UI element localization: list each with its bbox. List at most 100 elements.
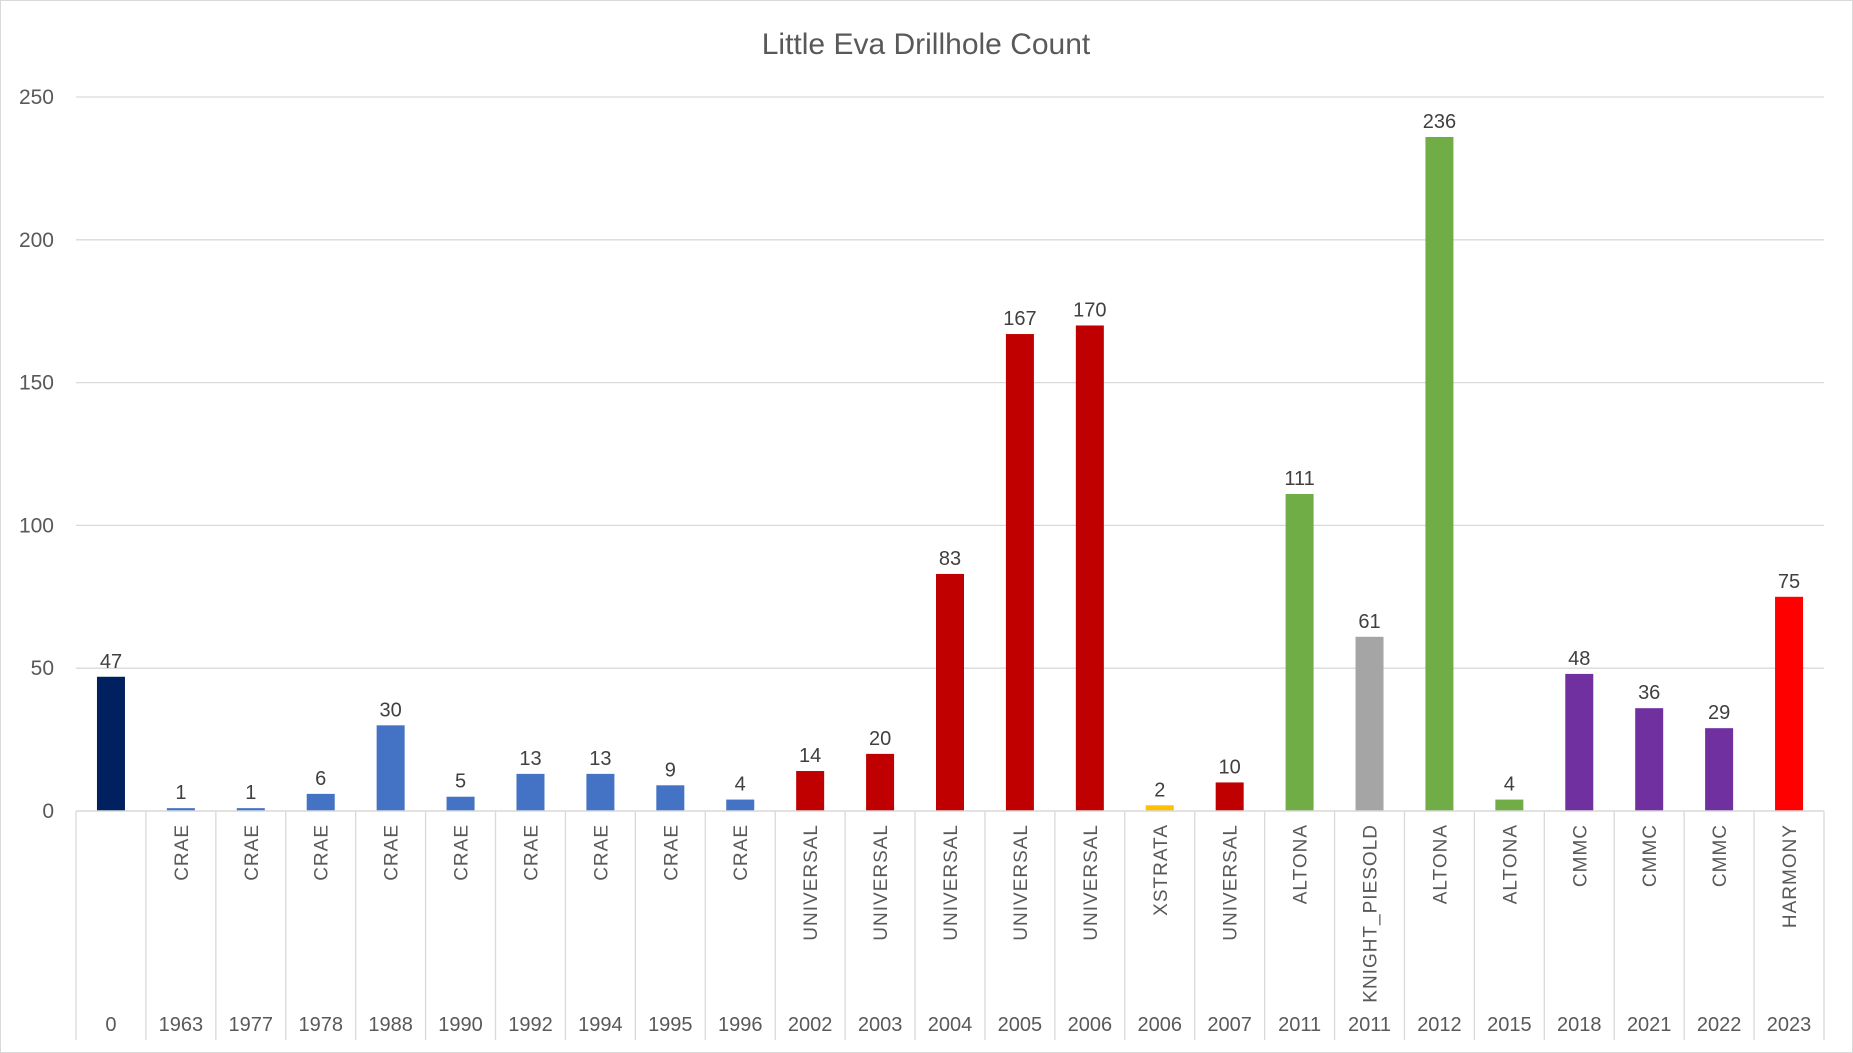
- x-year-label: 2021: [1627, 1014, 1672, 1036]
- bar: [446, 796, 475, 811]
- y-tick-label: 100: [19, 514, 54, 537]
- x-company-label: CMMC: [1640, 824, 1661, 887]
- x-year-label: 2002: [788, 1014, 833, 1036]
- bar: [796, 771, 825, 811]
- x-year-label: 2006: [1138, 1014, 1183, 1036]
- x-year-label: 2012: [1417, 1014, 1462, 1036]
- data-label: 83: [939, 548, 961, 570]
- bar: [1495, 799, 1524, 811]
- bar: [1425, 136, 1454, 811]
- data-label: 167: [1003, 308, 1036, 330]
- x-company-label: CRAE: [382, 824, 403, 881]
- data-label: 6: [315, 768, 326, 790]
- bar: [586, 773, 615, 811]
- bar: [726, 799, 755, 811]
- bar: [376, 725, 405, 811]
- x-year-label: 2004: [928, 1014, 973, 1036]
- x-company-label: UNIVERSAL: [1011, 824, 1032, 941]
- x-year-label: 2015: [1487, 1014, 1532, 1036]
- bar: [936, 573, 964, 811]
- x-company-label: CRAE: [661, 824, 682, 881]
- data-label: 1: [245, 782, 256, 804]
- x-year-label: 2011: [1278, 1014, 1321, 1036]
- bar: [656, 785, 685, 811]
- x-year-label: 1992: [508, 1014, 553, 1036]
- bar: [1285, 493, 1314, 811]
- x-company-label: CRAE: [242, 824, 263, 881]
- x-company-label: CRAE: [312, 824, 333, 881]
- x-company-label: CRAE: [591, 824, 612, 881]
- data-label: 14: [799, 745, 821, 767]
- bar: [516, 773, 545, 811]
- data-label: 9: [665, 759, 676, 781]
- bar: [1145, 805, 1174, 811]
- data-label: 111: [1284, 468, 1314, 490]
- x-company-label: KNIGHT_PIESOLD: [1361, 824, 1382, 1003]
- x-year-label: 2005: [998, 1014, 1043, 1036]
- data-label: 4: [735, 774, 746, 796]
- x-year-label: 2007: [1207, 1014, 1252, 1036]
- data-label: 61: [1358, 611, 1380, 633]
- data-label: 13: [519, 748, 541, 770]
- x-year-label: 1977: [229, 1014, 274, 1036]
- data-label: 29: [1708, 702, 1730, 724]
- x-company-label: ALTONA: [1430, 824, 1451, 904]
- x-year-label: 1995: [648, 1014, 693, 1036]
- x-company-label: UNIVERSAL: [801, 824, 822, 941]
- data-label: 236: [1423, 111, 1456, 133]
- bar: [1075, 325, 1104, 811]
- x-company-label: UNIVERSAL: [941, 824, 962, 941]
- y-tick-label: 200: [19, 229, 54, 252]
- x-year-label: 2022: [1697, 1014, 1742, 1036]
- data-label: 36: [1638, 682, 1660, 704]
- x-company-label: CRAE: [172, 824, 193, 881]
- gridlines: [76, 96, 1824, 669]
- x-year-label: 2006: [1068, 1014, 1113, 1036]
- x-company-label: CMMC: [1570, 824, 1591, 887]
- bar: [1635, 708, 1664, 811]
- x-company-label: UNIVERSAL: [871, 824, 892, 941]
- x-year-label: 2003: [858, 1014, 903, 1036]
- y-tick-label: 0: [42, 800, 54, 823]
- y-axis: 0 50 100 150 200 250: [19, 86, 54, 823]
- data-label: 170: [1073, 299, 1106, 321]
- y-tick-label: 150: [19, 372, 54, 395]
- data-label: 4: [1504, 774, 1515, 796]
- data-label: 10: [1219, 756, 1241, 778]
- x-year-label: 2018: [1557, 1014, 1602, 1036]
- x-company-label: UNIVERSAL: [1081, 824, 1102, 941]
- x-year-label: 1990: [438, 1014, 483, 1036]
- data-label: 48: [1568, 648, 1590, 670]
- x-year-label: 1978: [298, 1014, 343, 1036]
- data-label: 2: [1154, 779, 1165, 801]
- x-year-label: 1988: [368, 1014, 413, 1036]
- x-company-label: CRAE: [452, 824, 473, 881]
- x-year-label: 1994: [578, 1014, 623, 1036]
- y-tick-label: 50: [31, 657, 54, 680]
- bar: [1775, 596, 1804, 811]
- x-year-label: 0: [105, 1014, 116, 1036]
- x-year-label: 1963: [159, 1014, 204, 1036]
- bar: [96, 676, 125, 811]
- data-label: 30: [380, 699, 402, 721]
- bar: [306, 793, 335, 811]
- x-company-label: CRAE: [731, 824, 752, 881]
- x-company-label: CMMC: [1710, 824, 1731, 887]
- x-company-label: ALTONA: [1500, 824, 1521, 904]
- data-label: 75: [1778, 571, 1800, 593]
- bar: [1565, 673, 1594, 811]
- bar: [236, 808, 265, 811]
- x-company-label: HARMONY: [1780, 824, 1801, 928]
- bars: 47 1 1 6 30 5 13 13 9 4 14 20 83 167 170 2 10 111 61 236 4 48…: [96, 111, 1804, 811]
- bar: [866, 753, 895, 811]
- bar: [1005, 334, 1034, 811]
- x-axis: 0 1963 CRAE 1977 CRAE 1978 CRAE 1988 CRAE 1990 CRA…: [75, 810, 1825, 1040]
- data-label: 20: [869, 728, 891, 750]
- x-company-label: ALTONA: [1291, 824, 1312, 904]
- x-year-label: 2023: [1767, 1014, 1812, 1036]
- bar: [1705, 728, 1734, 811]
- bar: [1355, 636, 1384, 811]
- y-tick-label: 250: [19, 86, 54, 109]
- x-company-label: UNIVERSAL: [1221, 824, 1242, 941]
